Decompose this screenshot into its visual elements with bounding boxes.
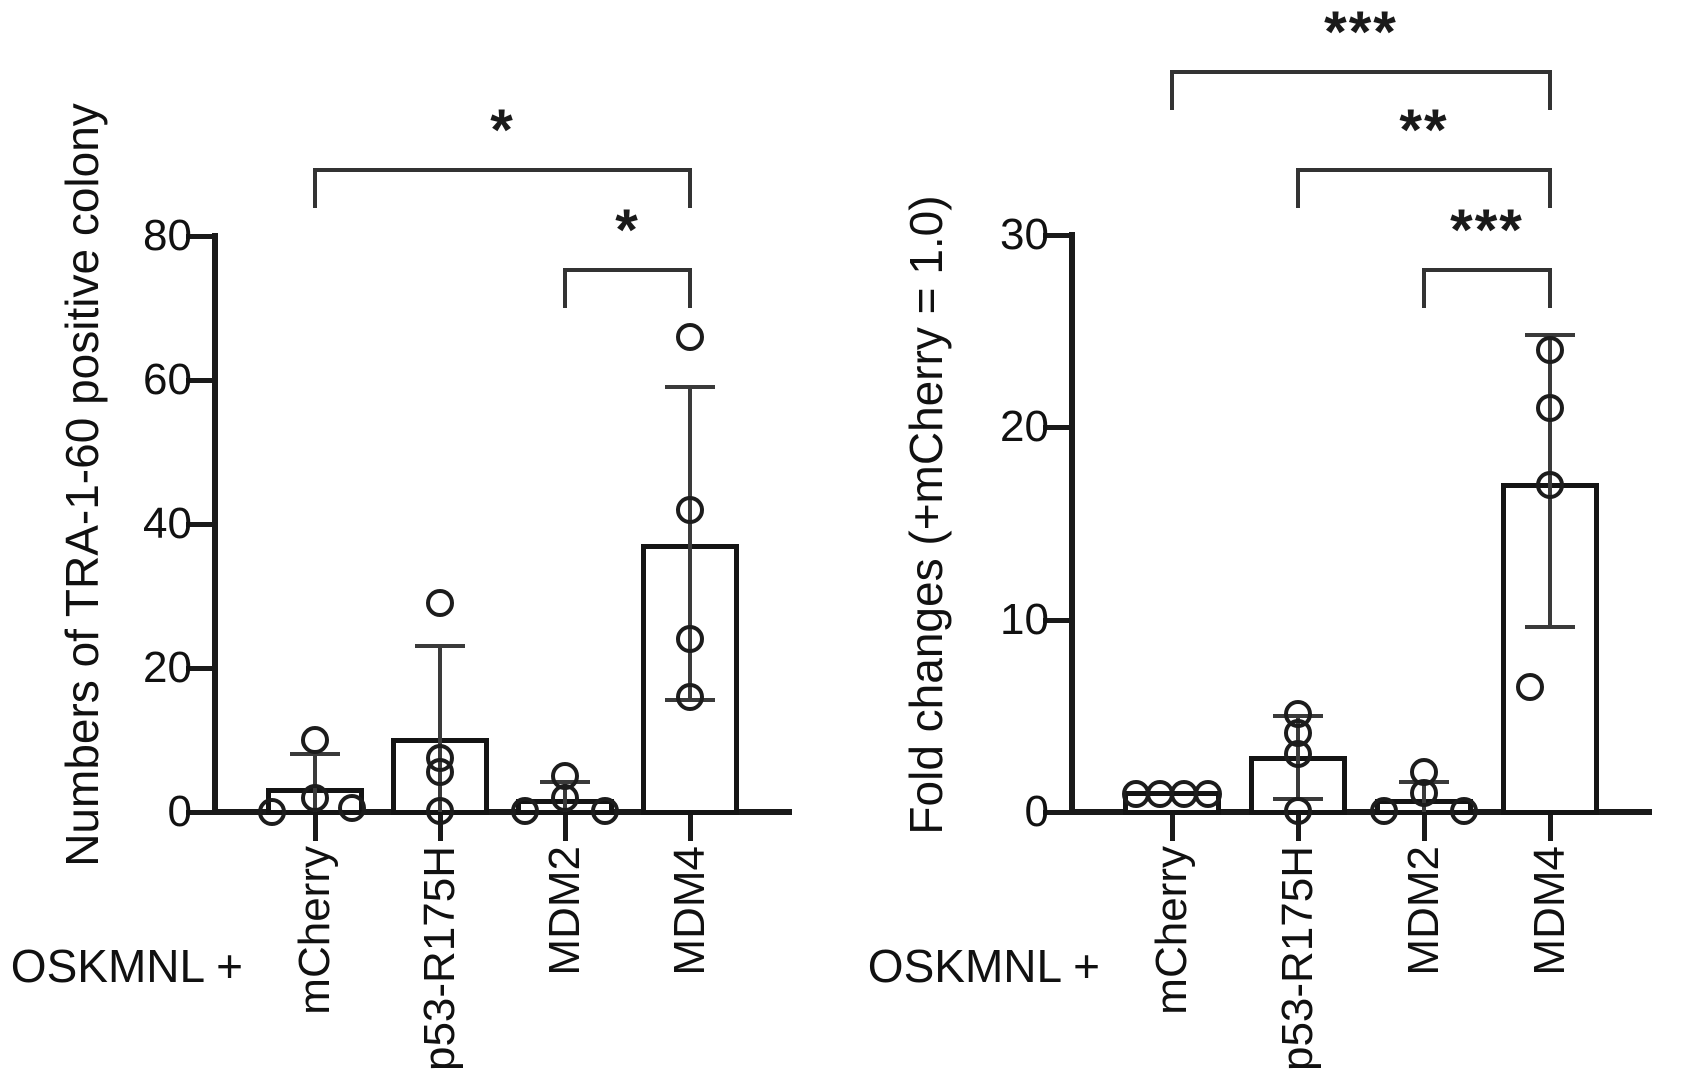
left-significance-label: * xyxy=(490,98,515,163)
left-y-tick-label: 0 xyxy=(167,787,192,836)
right-data-point-MDM4 xyxy=(1536,394,1564,423)
right-sig-bracket-bar xyxy=(1296,168,1552,172)
right-sig-bracket-drop-right xyxy=(1548,70,1552,110)
right-error-cap-low-MDM4 xyxy=(1525,625,1575,630)
left-sig-bracket-drop-left xyxy=(313,168,317,208)
right-data-point-MDM4 xyxy=(1516,672,1544,701)
right-y-tick xyxy=(1043,233,1069,238)
right-x-tick-p53-R175H xyxy=(1295,815,1301,841)
right-sig-bracket-bar xyxy=(1170,70,1552,74)
left-sig-bracket-bar xyxy=(313,168,692,172)
left-category-label-mCherry: mCherry xyxy=(290,846,339,1015)
right-y-tick-label: 10 xyxy=(1000,594,1049,644)
right-significance-label: ** xyxy=(1399,98,1449,163)
left-error-bar-mCherry xyxy=(313,754,317,812)
right-data-point-MDM2 xyxy=(1370,797,1398,826)
left-data-point-MDM2 xyxy=(591,796,619,825)
left-data-point-MDM4 xyxy=(676,682,704,711)
left-y-tick-label: 40 xyxy=(143,499,192,548)
left-data-point-MDM4 xyxy=(676,495,704,524)
left-y-tick xyxy=(186,522,212,527)
right-y-tick xyxy=(1043,425,1069,431)
left-sig-bracket-drop-right xyxy=(688,168,692,208)
right-sig-bracket-drop-left xyxy=(1170,70,1174,110)
right-x-tick-MDM4 xyxy=(1547,815,1553,841)
left-error-bar-p53-R175H xyxy=(438,646,442,812)
right-data-point-MDM4 xyxy=(1536,471,1564,500)
right-y-tick xyxy=(1043,617,1069,623)
left-data-point-mCherry xyxy=(258,798,286,826)
right-data-point-mCherry xyxy=(1194,779,1222,808)
left-y-axis xyxy=(212,233,218,815)
right-sig-bracket-drop-right xyxy=(1548,268,1552,308)
right-category-label-p53-R175H: p53-R175H xyxy=(1273,846,1322,1072)
right-data-point-MDM2 xyxy=(1410,778,1438,807)
left-y-tick-label: 80 xyxy=(143,211,192,260)
right-significance-label: *** xyxy=(1450,198,1524,263)
left-data-point-MDM4 xyxy=(676,322,704,351)
left-sig-bracket-bar xyxy=(563,268,692,272)
left-sig-bracket-drop-right xyxy=(688,268,692,308)
left-data-point-MDM2 xyxy=(511,796,539,825)
left-error-cap-high-p53-R175H xyxy=(415,644,465,649)
right-sig-bracket-drop-left xyxy=(1296,168,1300,208)
left-sig-bracket-drop-left xyxy=(563,268,567,308)
left-x-axis-prefix-label: OSKMNL + xyxy=(10,940,243,992)
left-y-tick xyxy=(186,666,212,671)
left-x-tick-MDM4 xyxy=(687,815,693,841)
left-data-point-mCherry xyxy=(301,783,329,812)
left-x-tick-MDM2 xyxy=(562,815,568,841)
left-category-label-p53-R175H: p53-R175H xyxy=(415,846,464,1072)
left-y-tick xyxy=(186,378,212,383)
left-y-axis-title: Numbers of TRA-1-60 positive colony xyxy=(56,103,108,867)
left-significance-label: * xyxy=(615,198,640,263)
left-x-tick-mCherry xyxy=(312,815,318,841)
right-category-label-MDM4: MDM4 xyxy=(1525,846,1574,976)
right-y-tick xyxy=(1043,810,1069,815)
right-y-axis xyxy=(1069,232,1075,815)
right-data-point-MDM4 xyxy=(1536,336,1564,365)
left-error-bar-MDM4 xyxy=(688,387,692,701)
right-category-label-MDM2: MDM2 xyxy=(1399,846,1448,976)
right-data-point-p53-R175H xyxy=(1284,740,1312,769)
left-data-point-MDM2 xyxy=(551,783,579,812)
left-data-point-MDM4 xyxy=(676,625,704,654)
right-data-point-MDM2 xyxy=(1450,797,1478,826)
right-significance-label: *** xyxy=(1324,0,1398,65)
right-error-cap-high-MDM4 xyxy=(1525,333,1575,337)
left-x-axis xyxy=(212,809,792,815)
right-y-tick-label: 20 xyxy=(1000,402,1049,452)
left-x-tick-p53-R175H xyxy=(437,815,443,841)
right-x-axis xyxy=(1069,809,1652,815)
left-data-point-p53-R175H xyxy=(426,758,454,787)
right-y-tick-label: 0 xyxy=(1024,787,1049,836)
left-data-point-mCherry xyxy=(301,726,329,754)
right-sig-bracket-bar xyxy=(1422,268,1552,272)
left-error-cap-high-MDM4 xyxy=(665,385,715,390)
right-x-axis-prefix-label: OSKMNL + xyxy=(867,940,1100,992)
right-x-tick-MDM2 xyxy=(1421,815,1427,841)
left-y-tick-label: 60 xyxy=(143,355,192,404)
left-y-tick xyxy=(186,234,212,239)
right-sig-bracket-drop-left xyxy=(1422,268,1426,308)
left-error-cap-high-mCherry xyxy=(290,752,340,757)
left-y-tick-label: 20 xyxy=(143,643,192,692)
right-x-tick-mCherry xyxy=(1169,815,1175,841)
right-sig-bracket-drop-right xyxy=(1548,168,1552,208)
right-y-tick-label: 30 xyxy=(1000,210,1049,259)
left-data-point-mCherry xyxy=(338,793,366,822)
right-y-axis-title: Fold changes (+mCherry = 1.0) xyxy=(900,195,952,835)
right-category-label-mCherry: mCherry xyxy=(1147,846,1196,1015)
left-data-point-p53-R175H xyxy=(426,589,454,618)
left-y-tick xyxy=(186,810,212,815)
